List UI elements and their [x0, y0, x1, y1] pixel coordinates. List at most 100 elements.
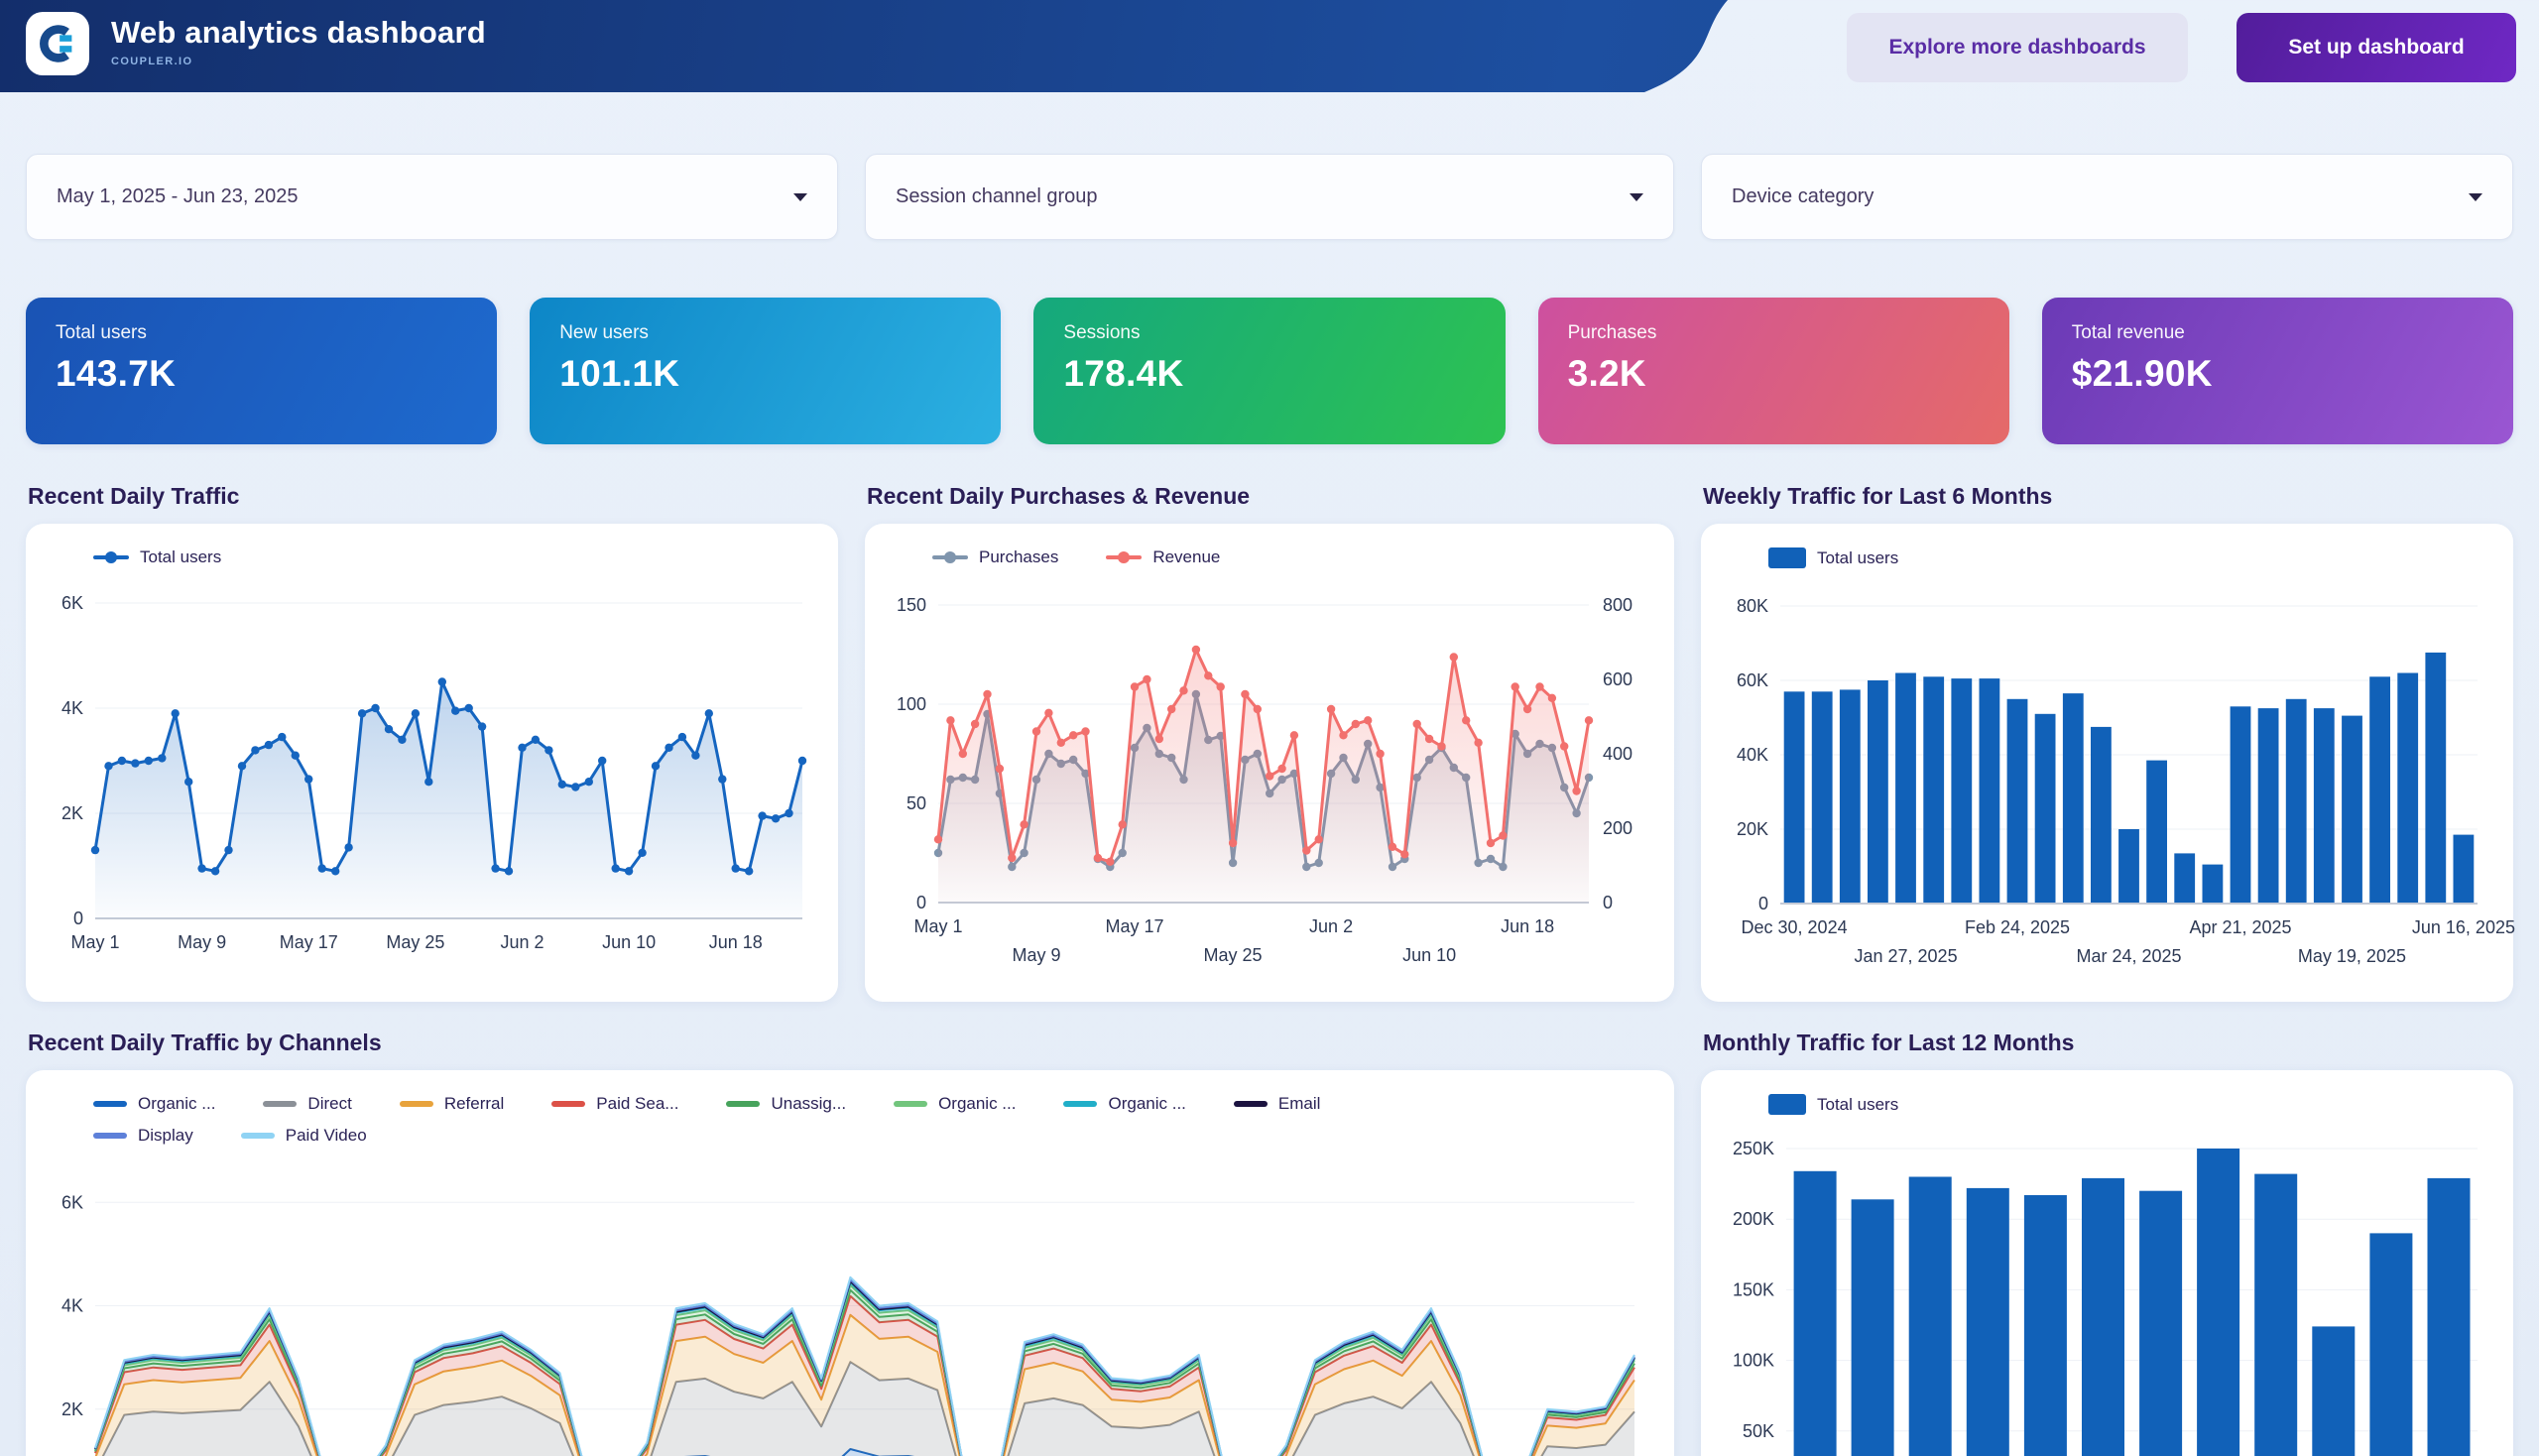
- data-point[interactable]: [933, 835, 943, 844]
- data-point[interactable]: [371, 703, 380, 713]
- data-point[interactable]: [638, 848, 647, 857]
- bar[interactable]: [2139, 1190, 2183, 1456]
- data-point[interactable]: [278, 732, 287, 742]
- data-point[interactable]: [571, 783, 580, 791]
- bar[interactable]: [2342, 715, 2362, 904]
- data-point[interactable]: [491, 864, 500, 873]
- legend-item-referral[interactable]: Referral: [399, 1094, 504, 1114]
- bar[interactable]: [2230, 706, 2251, 905]
- bar[interactable]: [2312, 1326, 2356, 1456]
- bar[interactable]: [1908, 1176, 1952, 1456]
- session-channel-filter[interactable]: Session channel group: [865, 154, 1674, 240]
- data-point[interactable]: [1241, 689, 1250, 699]
- bar[interactable]: [2313, 708, 2335, 904]
- data-point[interactable]: [264, 740, 274, 750]
- bar[interactable]: [2034, 713, 2056, 905]
- data-point[interactable]: [758, 811, 767, 820]
- data-point[interactable]: [1204, 671, 1213, 680]
- data-point[interactable]: [411, 709, 421, 718]
- data-point[interactable]: [184, 778, 193, 787]
- data-point[interactable]: [1376, 749, 1385, 759]
- data-point[interactable]: [304, 775, 313, 784]
- legend-item-display[interactable]: Display: [93, 1126, 193, 1146]
- bar[interactable]: [2091, 726, 2112, 904]
- bar[interactable]: [1868, 680, 1888, 904]
- data-point[interactable]: [665, 743, 673, 752]
- legend-item-direct[interactable]: Direct: [263, 1094, 352, 1114]
- data-point[interactable]: [451, 706, 460, 715]
- bar[interactable]: [1839, 689, 1861, 904]
- data-point[interactable]: [598, 756, 607, 766]
- data-point[interactable]: [224, 845, 233, 855]
- data-point[interactable]: [1008, 853, 1017, 863]
- data-point[interactable]: [398, 735, 407, 744]
- data-point[interactable]: [557, 780, 566, 789]
- data-point[interactable]: [983, 689, 992, 699]
- data-point[interactable]: [584, 778, 593, 787]
- data-point[interactable]: [437, 677, 446, 686]
- data-point[interactable]: [1069, 731, 1078, 740]
- data-point[interactable]: [1424, 734, 1434, 744]
- data-point[interactable]: [464, 703, 473, 713]
- data-point[interactable]: [1179, 686, 1188, 695]
- data-point[interactable]: [1535, 682, 1544, 691]
- data-point[interactable]: [1339, 731, 1348, 740]
- data-point[interactable]: [544, 746, 553, 755]
- legend-item-organic[interactable]: Organic ...: [1063, 1094, 1186, 1114]
- legend-item-revenue[interactable]: Revenue: [1106, 547, 1220, 567]
- data-point[interactable]: [1437, 742, 1446, 751]
- legend-item-organic[interactable]: Organic ...: [894, 1094, 1016, 1114]
- data-point[interactable]: [995, 764, 1005, 774]
- data-point[interactable]: [691, 751, 700, 760]
- data-point[interactable]: [1093, 853, 1103, 863]
- legend-item-total-users[interactable]: Total users: [1768, 547, 1898, 568]
- bar[interactable]: [2425, 652, 2447, 904]
- bar[interactable]: [2369, 1233, 2413, 1456]
- data-point[interactable]: [1143, 674, 1151, 684]
- data-point[interactable]: [317, 864, 326, 873]
- data-point[interactable]: [1364, 716, 1373, 725]
- data-point[interactable]: [1031, 727, 1041, 736]
- data-point[interactable]: [1560, 742, 1569, 751]
- data-point[interactable]: [344, 843, 353, 852]
- data-point[interactable]: [518, 743, 527, 752]
- data-point[interactable]: [970, 719, 980, 729]
- data-point[interactable]: [731, 864, 740, 873]
- bar[interactable]: [1966, 1187, 2009, 1456]
- bar[interactable]: [2023, 1195, 2067, 1456]
- bar[interactable]: [1811, 691, 1833, 905]
- data-point[interactable]: [131, 759, 140, 768]
- data-point[interactable]: [158, 754, 167, 763]
- data-point[interactable]: [1130, 682, 1140, 691]
- data-point[interactable]: [424, 778, 433, 787]
- data-point[interactable]: [1326, 704, 1336, 714]
- data-point[interactable]: [624, 867, 634, 876]
- data-point[interactable]: [477, 722, 487, 731]
- data-point[interactable]: [718, 775, 727, 784]
- data-point[interactable]: [1020, 820, 1028, 829]
- bar[interactable]: [2453, 834, 2475, 904]
- data-point[interactable]: [651, 762, 661, 771]
- data-point[interactable]: [1388, 842, 1397, 851]
- data-point[interactable]: [210, 867, 220, 876]
- bar[interactable]: [2202, 864, 2224, 904]
- setup-dashboard-button[interactable]: Set up dashboard: [2237, 13, 2516, 82]
- data-point[interactable]: [237, 762, 247, 771]
- data-point[interactable]: [1277, 764, 1286, 774]
- explore-dashboards-button[interactable]: Explore more dashboards: [1847, 13, 2188, 82]
- data-point[interactable]: [1474, 738, 1483, 747]
- legend-item-paid-video[interactable]: Paid Video: [240, 1126, 367, 1146]
- data-point[interactable]: [251, 746, 260, 755]
- data-point[interactable]: [1044, 708, 1053, 717]
- data-point[interactable]: [1314, 835, 1323, 844]
- data-point[interactable]: [1351, 719, 1360, 729]
- legend-item-purchases[interactable]: Purchases: [932, 547, 1058, 567]
- data-point[interactable]: [1486, 838, 1496, 848]
- data-point[interactable]: [104, 762, 113, 771]
- data-point[interactable]: [745, 867, 754, 876]
- legend-item-paid-sea[interactable]: Paid Sea...: [551, 1094, 678, 1114]
- bar[interactable]: [2427, 1177, 2471, 1456]
- data-point[interactable]: [771, 814, 781, 823]
- bar[interactable]: [2257, 708, 2279, 904]
- bar[interactable]: [1979, 678, 2000, 904]
